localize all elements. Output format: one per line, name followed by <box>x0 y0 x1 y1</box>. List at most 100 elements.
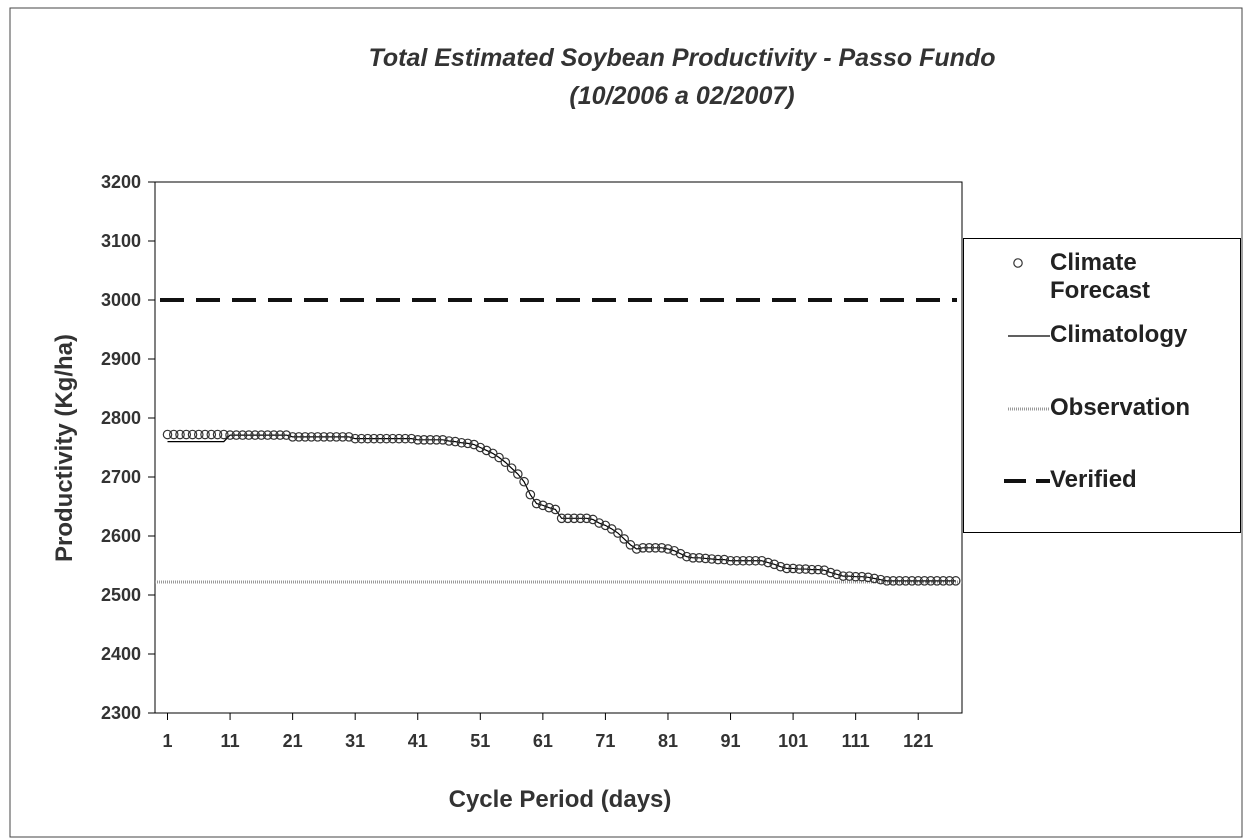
legend-swatch <box>1013 258 1023 268</box>
forecast-point <box>819 565 830 576</box>
forecast-point <box>231 430 242 440</box>
forecast-point <box>744 555 755 566</box>
forecast-point <box>237 430 248 440</box>
forecast-point <box>900 576 911 586</box>
forecast-point <box>331 432 342 442</box>
forecast-point <box>281 430 292 440</box>
forecast-point <box>775 561 786 572</box>
forecast-point <box>206 429 217 440</box>
forecast-point <box>494 452 504 463</box>
x-tick-label: 111 <box>842 731 870 751</box>
forecast-point <box>256 430 267 440</box>
forecast-point <box>525 489 536 500</box>
forecast-point <box>650 542 661 553</box>
legend-label: Climate Forecast <box>1050 249 1151 304</box>
forecast-point <box>832 569 842 580</box>
legend-label: Verified <box>1050 466 1137 493</box>
forecast-point <box>850 571 861 582</box>
forecast-point <box>731 555 742 566</box>
x-tick-label: 101 <box>778 731 808 751</box>
forecast-point <box>425 435 436 445</box>
forecast-point <box>294 432 304 442</box>
legend-entry: Climate Forecast <box>964 249 1220 305</box>
forecast-point <box>481 445 492 456</box>
forecast-point <box>444 436 454 446</box>
forecast-point <box>694 553 705 563</box>
forecast-point <box>469 439 479 450</box>
y-tick-label: 3000 <box>101 290 141 310</box>
forecast-point <box>894 576 905 586</box>
forecast-point <box>387 433 398 444</box>
forecast-point <box>356 433 367 444</box>
forecast-point <box>193 429 204 440</box>
forecast-point <box>769 559 780 570</box>
y-tick-label: 3100 <box>101 231 141 251</box>
forecast-point <box>462 438 473 449</box>
y-tick-label: 2900 <box>101 349 141 369</box>
forecast-point <box>431 435 442 445</box>
forecast-point <box>706 554 717 564</box>
legend-label: Observation <box>1050 394 1191 421</box>
forecast-point <box>456 437 467 448</box>
forecast-point <box>888 576 898 586</box>
forecast-point <box>325 432 335 442</box>
x-tick-label: 61 <box>533 731 553 751</box>
forecast-point <box>250 430 260 440</box>
chart-border <box>9 7 1243 838</box>
forecast-point <box>506 463 517 473</box>
forecast-point <box>919 576 930 586</box>
forecast-point <box>406 433 417 444</box>
forecast-point <box>613 528 623 538</box>
forecast-point <box>644 542 655 553</box>
forecast-point <box>738 555 748 566</box>
forecast-point <box>757 555 767 566</box>
forecast-point <box>913 576 924 586</box>
forecast-point <box>500 457 511 468</box>
forecast-point <box>563 513 573 524</box>
y-tick-label: 3200 <box>101 172 141 192</box>
forecast-point <box>531 498 542 509</box>
forecast-point <box>200 429 210 440</box>
legend-marker <box>1013 258 1023 268</box>
forecast-point <box>719 554 730 565</box>
x-axis-label: Cycle Period (days) <box>449 786 672 813</box>
forecast-point <box>181 429 192 440</box>
forecast-point <box>175 429 185 440</box>
forecast-point <box>594 518 604 528</box>
x-tick-label: 41 <box>408 731 428 751</box>
forecast-point <box>944 576 955 586</box>
y-tick-label: 2400 <box>101 644 141 664</box>
forecast-point <box>869 573 880 584</box>
legend-swatch <box>1004 479 1050 483</box>
forecast-point <box>638 542 648 553</box>
forecast-point <box>519 476 529 487</box>
plot-area <box>154 181 963 714</box>
forecast-point <box>813 564 823 575</box>
forecast-point <box>800 564 811 574</box>
forecast-point <box>681 551 692 562</box>
x-tick-label: 11 <box>221 731 240 751</box>
forecast-point <box>306 432 317 442</box>
forecast-point <box>538 500 548 511</box>
forecast-point <box>882 576 892 586</box>
legend-swatch <box>1008 335 1050 337</box>
x-tick-label: 81 <box>658 731 678 751</box>
forecast-point <box>938 576 949 586</box>
x-tick-label: 51 <box>470 731 490 751</box>
forecast-point <box>750 555 761 566</box>
forecast-point <box>244 430 254 440</box>
forecast-point <box>575 513 586 524</box>
forecast-point <box>838 571 848 581</box>
forecast-point <box>269 430 279 440</box>
forecast-point <box>844 571 855 581</box>
forecast-point <box>581 513 592 524</box>
forecast-point <box>675 548 686 559</box>
forecast-point <box>663 544 673 554</box>
legend-label: Climatology <box>1050 321 1188 348</box>
forecast-point <box>219 429 229 440</box>
forecast-point <box>369 433 379 444</box>
forecast-point <box>556 513 567 524</box>
x-tick-label: 91 <box>721 731 741 751</box>
forecast-point <box>950 576 961 586</box>
